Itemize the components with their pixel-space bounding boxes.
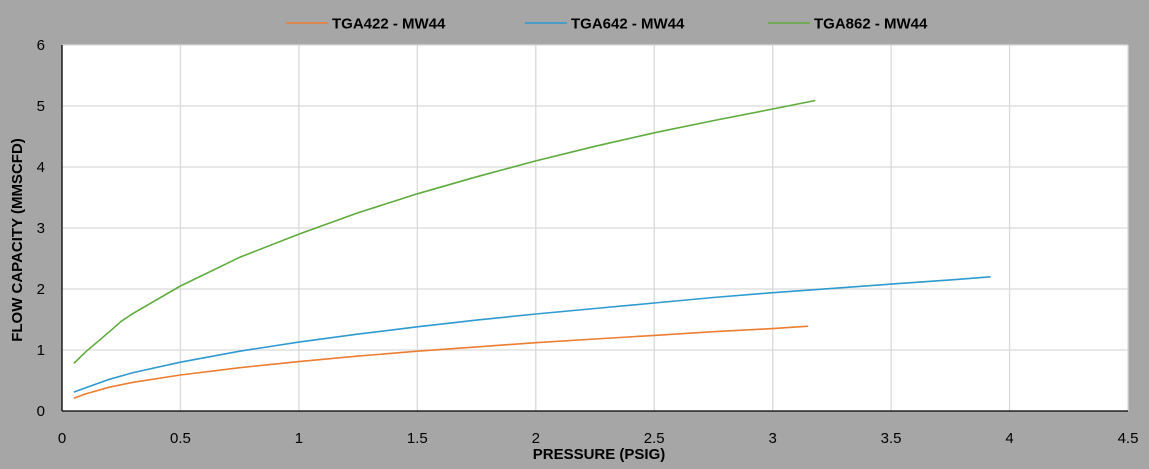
x-tick-label: 2 bbox=[532, 430, 540, 447]
y-tick-label: 1 bbox=[37, 342, 45, 359]
series-line-tga642-mw44 bbox=[73, 276, 991, 393]
legend: TGA422 - MW44 TGA642 - MW44 TGA862 - MW44 bbox=[286, 16, 928, 33]
legend-label: TGA642 - MW44 bbox=[571, 16, 685, 33]
x-tick-label: 0.5 bbox=[170, 430, 191, 447]
x-tick-label: 4.5 bbox=[1118, 430, 1139, 447]
legend-label: TGA422 - MW44 bbox=[332, 16, 446, 33]
series-line-tga862-mw44 bbox=[73, 99, 816, 364]
y-axis-title: FLOW CAPACITY (MMSCFD) bbox=[9, 138, 26, 342]
x-tick-label: 1 bbox=[295, 430, 303, 447]
x-tick-label: 2.5 bbox=[644, 430, 665, 447]
x-tick-label: 0 bbox=[58, 430, 66, 447]
series-lines bbox=[73, 99, 991, 399]
x-tick-label: 3 bbox=[768, 430, 776, 447]
x-axis-title: PRESSURE (PSIG) bbox=[533, 446, 666, 463]
legend-label: TGA862 - MW44 bbox=[814, 16, 928, 33]
y-tick-label: 5 bbox=[37, 98, 45, 115]
x-tick-label: 4 bbox=[1005, 430, 1013, 447]
axes: 0 0.5 1 1.5 2 2.5 3 3.5 4 4.5 0 1 2 3 4 5 6 bbox=[37, 37, 1139, 447]
y-tick-label: 3 bbox=[37, 220, 45, 237]
series-line-tga422-mw44 bbox=[73, 325, 809, 399]
y-tick-label: 0 bbox=[37, 403, 45, 420]
y-tick-label: 4 bbox=[37, 159, 45, 176]
x-tick-label: 1.5 bbox=[407, 430, 428, 447]
gridlines bbox=[62, 44, 1129, 411]
y-tick-label: 6 bbox=[37, 37, 45, 54]
y-tick-label: 2 bbox=[37, 281, 45, 298]
x-tick-label: 3.5 bbox=[881, 430, 902, 447]
